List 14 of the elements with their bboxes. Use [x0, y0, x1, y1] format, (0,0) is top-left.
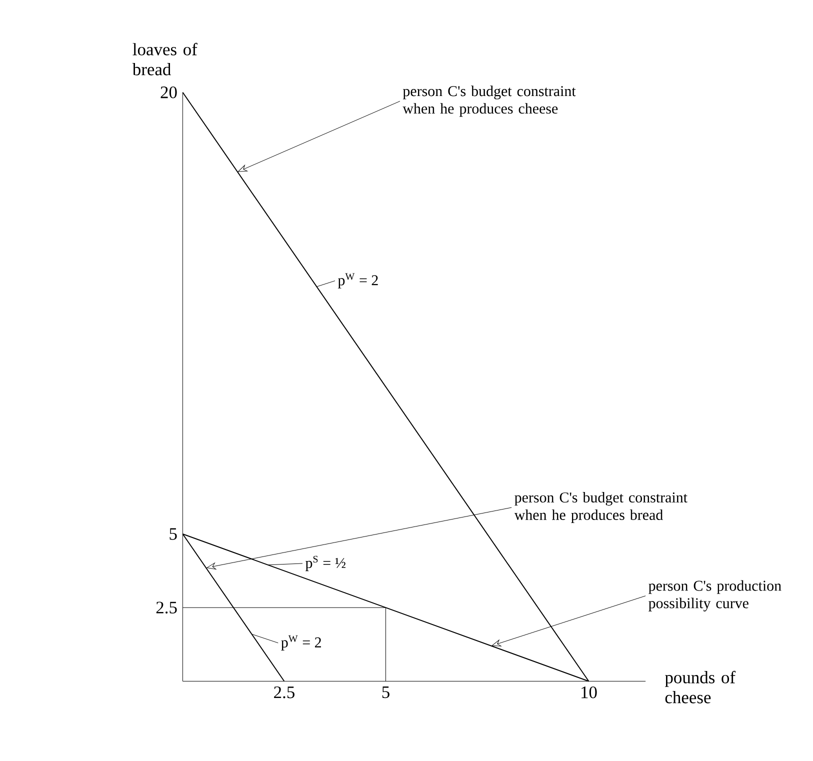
y-axis-title: loaves of bread	[132, 43, 198, 76]
x-axis-title: pounds of cheese	[664, 671, 736, 704]
x-tick-label: 10	[582, 686, 597, 698]
annotation: p$^{W}$ = 2	[281, 636, 321, 651]
annotation: person C's budget constraint when he produces cheese	[402, 86, 576, 117]
y-tick-label: 20	[160, 86, 177, 98]
annotation: person C's production possibility curve	[648, 580, 782, 612]
annotation: p$^{W}$ = 2	[338, 273, 378, 289]
x-tick-label: 2.5	[274, 686, 294, 698]
annotation: p$^{S}$ = ½	[305, 556, 346, 572]
annotation: person C's budget constraint when he produces bread	[514, 492, 688, 524]
y-tick-label: 5	[170, 528, 177, 540]
x-tick-label: 5	[382, 686, 390, 698]
y-tick-label: 2.5	[156, 602, 177, 614]
